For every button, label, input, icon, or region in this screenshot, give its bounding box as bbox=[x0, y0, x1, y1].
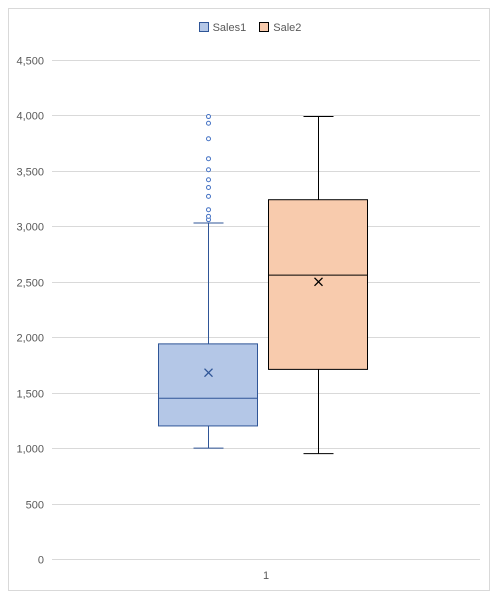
outlier-point-sales1 bbox=[206, 156, 211, 162]
legend-label-sale2: Sale2 bbox=[273, 22, 302, 35]
chart-frame bbox=[8, 8, 490, 591]
y-tick-label: 0 bbox=[38, 555, 44, 567]
y-tick-label: 500 bbox=[26, 500, 44, 512]
outlier-point-sales1 bbox=[206, 120, 211, 126]
outlier-point-sales1 bbox=[206, 114, 211, 120]
y-tick-label: 3,000 bbox=[16, 222, 44, 234]
outlier-point-sales1 bbox=[206, 207, 211, 213]
outlier-point-sales1 bbox=[206, 193, 211, 199]
box-sale2 bbox=[268, 199, 368, 370]
y-tick-label: 4,500 bbox=[16, 56, 44, 68]
legend-item-sale2: Sale2 bbox=[259, 22, 301, 34]
x-tick-label: 1 bbox=[263, 570, 269, 582]
y-tick-label: 2,500 bbox=[16, 278, 44, 290]
legend-label-sales1: Sales1 bbox=[212, 22, 247, 35]
y-tick-label: 2,000 bbox=[16, 333, 44, 345]
y-tick-label: 4,000 bbox=[16, 111, 44, 123]
legend: Sales1 Sale2 bbox=[0, 22, 500, 34]
box-sales1 bbox=[158, 343, 258, 427]
outlier-point-sales1 bbox=[206, 185, 211, 191]
y-tick-label: 1,500 bbox=[16, 389, 44, 401]
outlier-point-sales1 bbox=[206, 177, 211, 183]
legend-swatch-sale2 bbox=[259, 22, 270, 33]
outlier-point-sales1 bbox=[206, 167, 211, 173]
mean-marker-sales1 bbox=[204, 368, 213, 378]
outlier-point-sales1 bbox=[206, 136, 211, 142]
legend-item-sales1: Sales1 bbox=[198, 22, 247, 35]
y-tick-label: 1,000 bbox=[16, 444, 44, 456]
mean-marker-sale2 bbox=[314, 277, 323, 287]
y-tick-label: 3,500 bbox=[16, 167, 44, 179]
legend-swatch-sales1 bbox=[198, 22, 209, 33]
outlier-point-sales1 bbox=[206, 213, 211, 219]
